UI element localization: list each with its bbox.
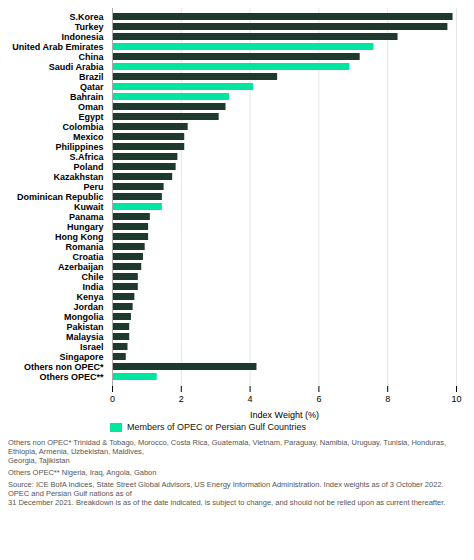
svg-text:Hungary: Hungary [67,222,104,232]
svg-text:Colombia: Colombia [62,122,104,132]
svg-text:0: 0 [110,394,115,404]
svg-text:Index Weight (%): Index Weight (%) [250,410,319,420]
svg-text:Peru: Peru [83,182,103,192]
svg-text:Croatia: Croatia [72,252,104,262]
svg-text:Chile: Chile [81,272,103,282]
svg-text:Jordan: Jordan [73,302,103,312]
html-text:Others non OPEC* Trinidad & To: Others non OPEC* Trinidad & Tobago, Moro… [8,438,446,465]
svg-text:Egypt: Egypt [78,112,103,122]
svg-text:Romania: Romania [65,242,104,252]
svg-text:Brazil: Brazil [79,72,104,82]
svg-text:Kuwait: Kuwait [74,202,104,212]
svg-text:8: 8 [385,394,390,404]
svg-text:Panama: Panama [69,212,105,222]
svg-text:Singapore: Singapore [59,352,103,362]
svg-text:Israel: Israel [80,342,104,352]
svg-text:6: 6 [316,394,321,404]
svg-text:2: 2 [179,394,184,404]
svg-text:S.Korea: S.Korea [69,12,104,22]
svg-text:China: China [78,52,104,62]
html-text:Source: ICE BofA Indices, Stat: Source: ICE BofA Indices, State Street G… [8,480,446,507]
svg-text:S.Africa: S.Africa [69,152,104,162]
svg-text:Indonesia: Indonesia [61,32,104,42]
svg-text:United Arab Emirates: United Arab Emirates [12,42,103,52]
svg-text:Kenya: Kenya [76,292,104,302]
svg-text:Pakistan: Pakistan [66,322,103,332]
svg-text:4: 4 [248,394,253,404]
svg-text:Philippines: Philippines [55,142,103,152]
svg-text:Kazakhstan: Kazakhstan [53,172,103,182]
svg-text:Mexico: Mexico [73,132,104,142]
svg-text:Poland: Poland [73,162,103,172]
svg-text:Oman: Oman [78,102,104,112]
svg-text:Bahrain: Bahrain [70,92,104,102]
svg-text:Malaysia: Malaysia [66,332,105,342]
svg-text:Others OPEC**: Others OPEC** [39,372,104,382]
svg-text:Qatar: Qatar [80,82,104,92]
html-text:Others OPEC** Nigeria, Iraq, A: Others OPEC** Nigeria, Iraq, Angola, Gab… [8,468,157,477]
svg-text:Azerbaijan: Azerbaijan [58,262,104,272]
svg-text:Hong Kong: Hong Kong [55,232,104,242]
svg-text:Others non OPEC*: Others non OPEC* [24,362,104,372]
html-text:Members of OPEC or Persian Gul: Members of OPEC or Persian Gulf Countrie… [127,422,307,432]
svg-text:India: India [82,282,104,292]
svg-text:Saudi Arabia: Saudi Arabia [49,62,105,72]
svg-text:10: 10 [451,394,461,404]
svg-text:Turkey: Turkey [75,22,104,32]
svg-text:Dominican Republic: Dominican Republic [17,192,104,202]
svg-text:Mongolia: Mongolia [64,312,104,322]
